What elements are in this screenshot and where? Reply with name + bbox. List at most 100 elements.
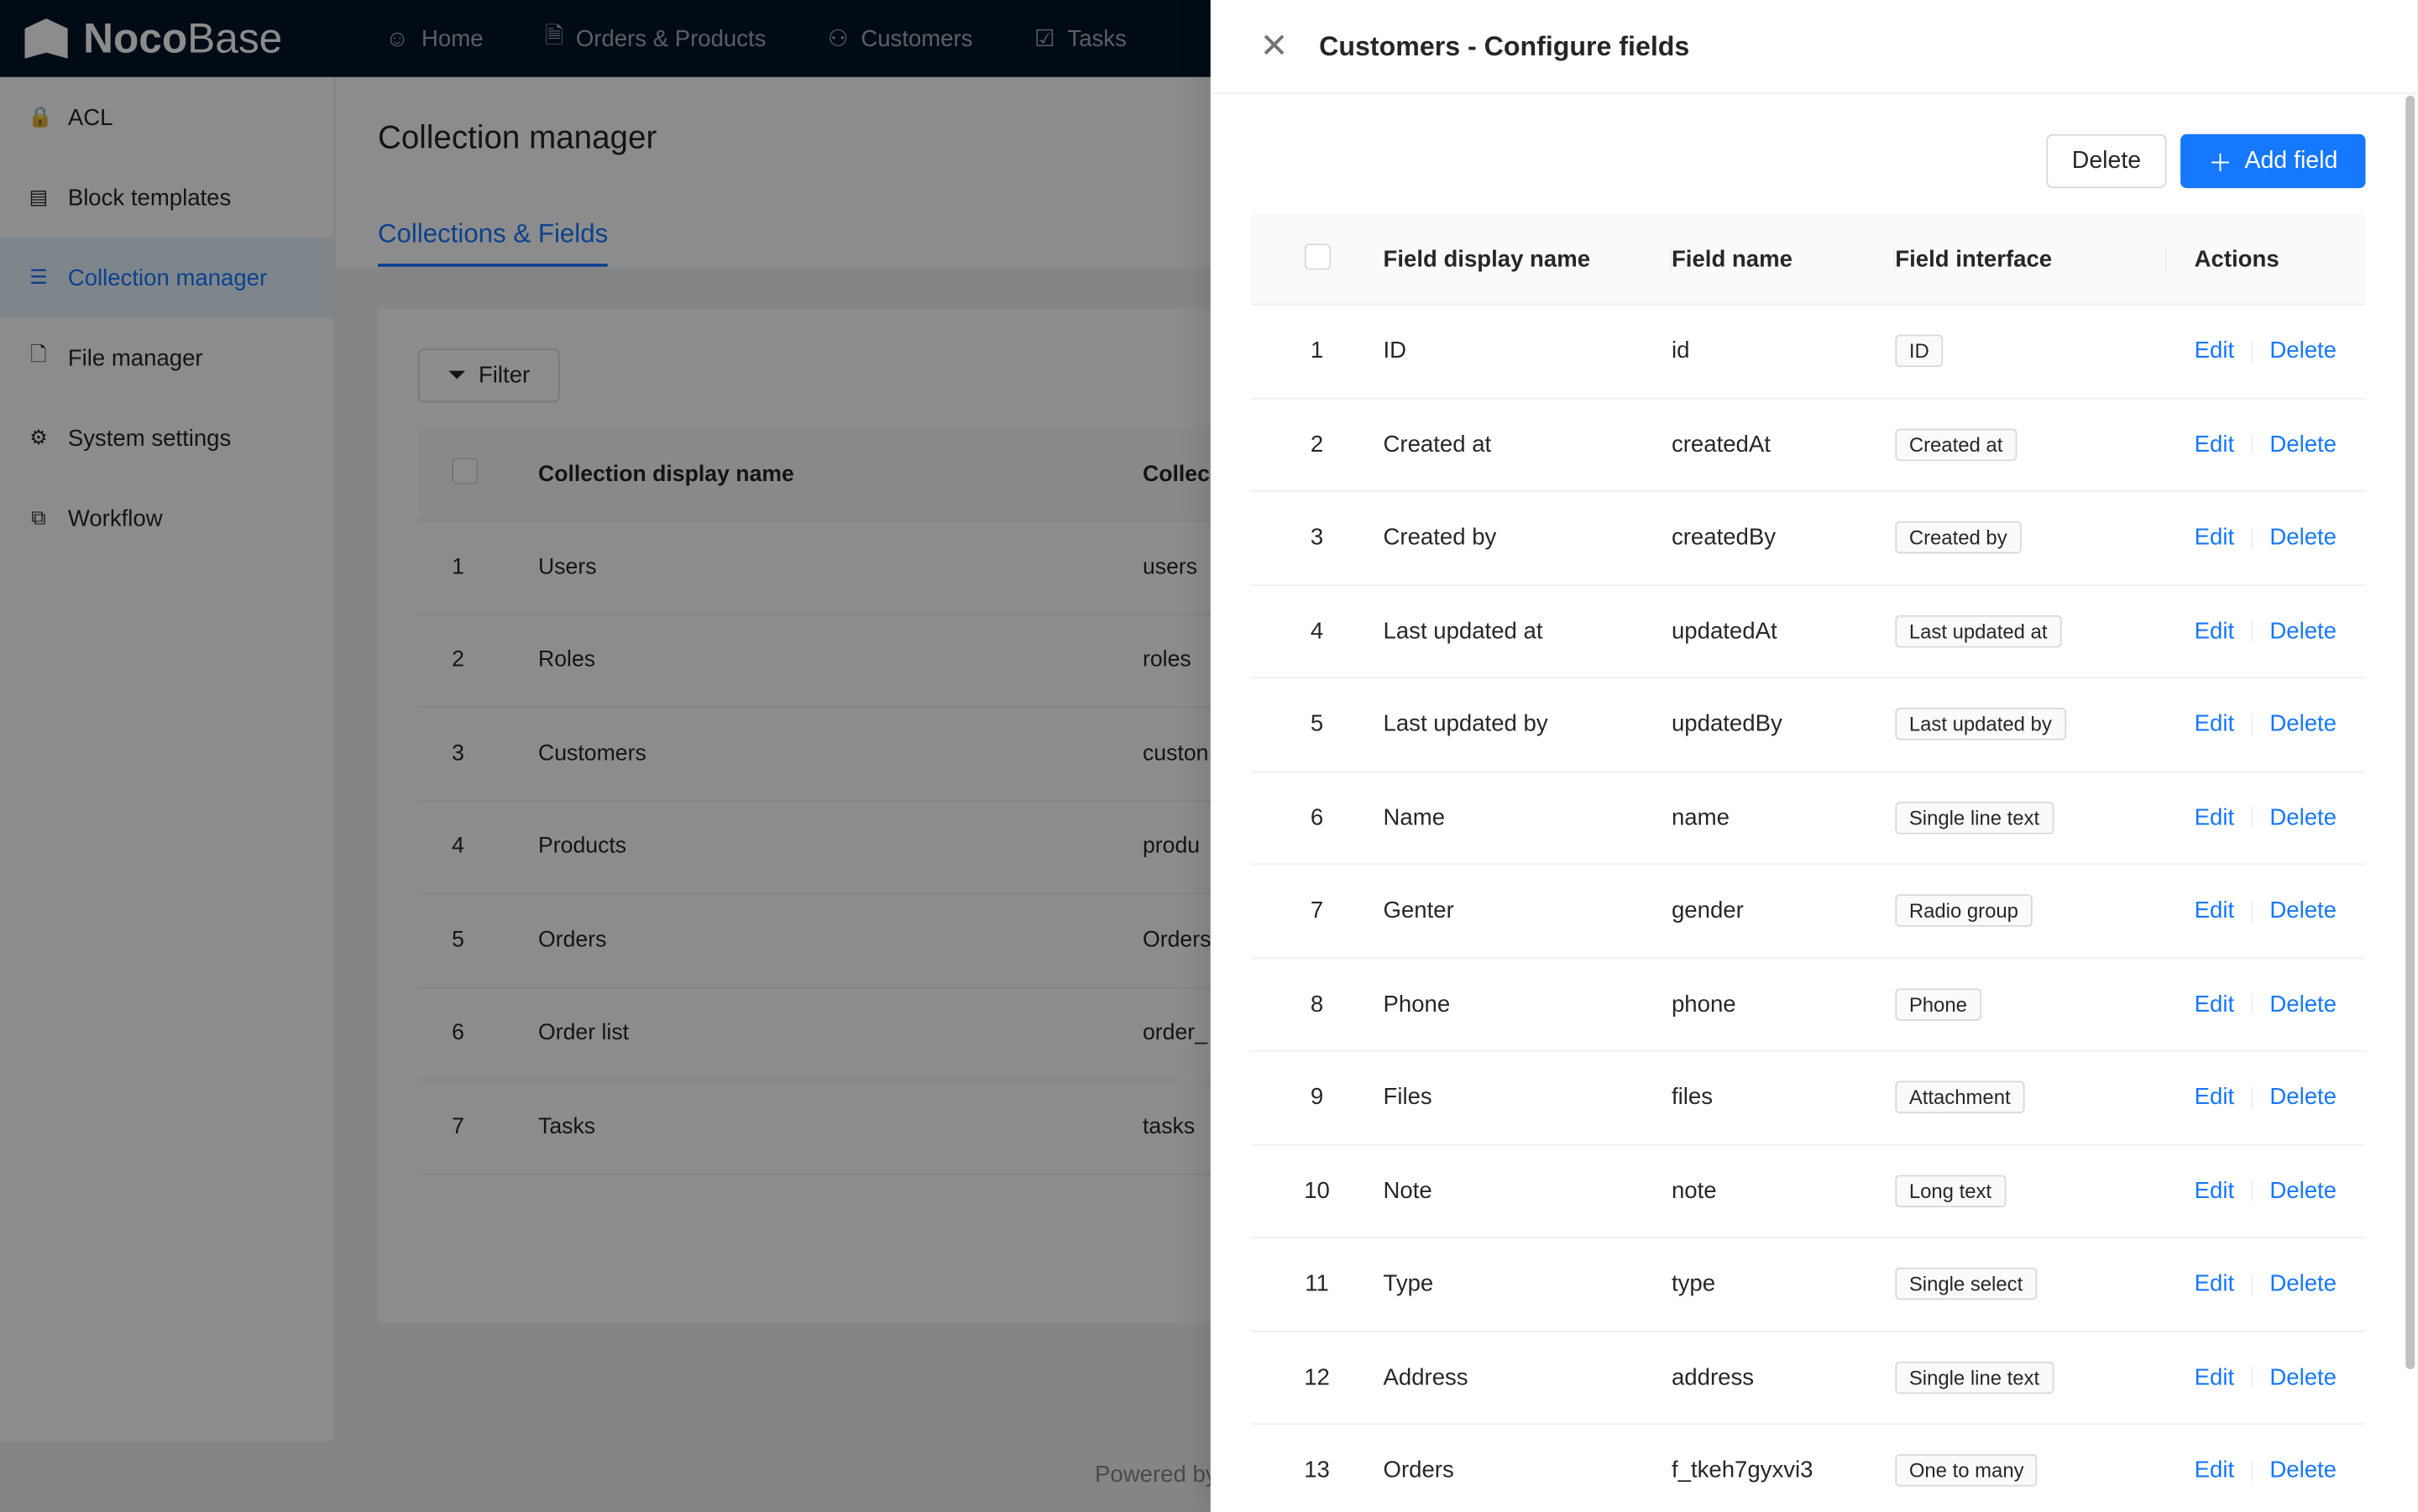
actions-cell: Edit Delete — [2167, 804, 2366, 830]
delete-link[interactable]: Delete — [2269, 1084, 2337, 1111]
action-divider — [2251, 1273, 2253, 1295]
edit-link[interactable]: Edit — [2194, 1270, 2235, 1298]
delete-link[interactable]: Delete — [2269, 337, 2337, 364]
field-name: files — [1671, 1084, 1713, 1111]
edit-link[interactable]: Edit — [2194, 711, 2235, 738]
logo[interactable]: Noco Base — [0, 14, 354, 62]
table-header: Field display name Field name Field interf… — [1250, 214, 2366, 306]
sidebar-item-system-settings[interactable]: ⚙ System settings — [0, 398, 333, 479]
edit-link[interactable]: Edit — [2194, 524, 2235, 552]
select-all-checkbox[interactable] — [452, 458, 479, 484]
field-interface-cell: Single line text — [1895, 1361, 2166, 1394]
sidebar-item-file-manager[interactable]: 🗋 File manager — [0, 317, 333, 398]
sidebar-item-block-templates[interactable]: ▤ Block templates — [0, 157, 333, 238]
nav-item-tasks[interactable]: ☑ Tasks — [1003, 19, 1157, 58]
field-name: updatedAt — [1671, 618, 1777, 645]
row-index: 7 — [1310, 897, 1324, 924]
fields-table: Field display name Field name Field interf… — [1250, 214, 2366, 1512]
delete-link[interactable]: Delete — [2269, 1270, 2337, 1298]
edit-link[interactable]: Edit — [2194, 804, 2235, 831]
edit-link[interactable]: Edit — [2194, 618, 2235, 645]
nav-item-customers[interactable]: ⚇ Customers — [797, 19, 1003, 58]
field-interface-tag: Last updated by — [1895, 708, 2066, 741]
top-nav: ☺ Home 🗎 Orders & Products ⚇ Customers ☑ Tasks — [354, 19, 1157, 58]
add-field-button[interactable]: ＋ Add field — [2180, 133, 2366, 189]
delete-link[interactable]: Delete — [2269, 804, 2337, 831]
add-field-label: Add field — [2244, 147, 2338, 174]
check-square-icon: ☑ — [1034, 26, 1055, 53]
delete-link[interactable]: Delete — [2269, 711, 2337, 738]
delete-link[interactable]: Delete — [2269, 991, 2337, 1018]
delete-link[interactable]: Delete — [2269, 524, 2337, 552]
table-row: 2 Created at createdAt Created at Edit Delete — [1250, 399, 2366, 492]
close-icon[interactable]: ✕ — [1259, 26, 1289, 65]
collection-name: Orders — [1142, 928, 1212, 953]
actions-cell: Edit Delete — [2167, 432, 2366, 458]
action-divider — [2251, 1180, 2253, 1202]
actions-cell: Edit Delete — [2167, 618, 2366, 644]
actions-cell: Edit Delete — [2167, 1085, 2366, 1111]
table-row: 11 Type type Single select Edit Delete — [1250, 1238, 2366, 1332]
row-index: 4 — [1310, 618, 1324, 645]
delete-link[interactable]: Delete — [2269, 431, 2337, 458]
sidebar-item-acl[interactable]: 🔒 ACL — [0, 77, 333, 158]
delete-button[interactable]: Delete — [2046, 133, 2167, 189]
collection-display-name: Tasks — [538, 1114, 596, 1139]
collection-display-name: Products — [538, 834, 627, 860]
sidebar-item-collection-manager[interactable]: ☰ Collection manager — [0, 237, 333, 318]
header-collection-name: Collec — [1142, 462, 1210, 487]
edit-link[interactable]: Edit — [2194, 1177, 2235, 1205]
nav-item-home[interactable]: ☺ Home — [354, 19, 514, 58]
delete-link[interactable]: Delete — [2269, 1177, 2337, 1205]
field-interface-cell: Radio group — [1895, 894, 2166, 928]
header-field-interface: Field interface — [1895, 245, 2167, 273]
row-index: 2 — [1310, 431, 1324, 458]
delete-link[interactable]: Delete — [2269, 1457, 2337, 1484]
edit-link[interactable]: Edit — [2194, 431, 2235, 458]
sidebar-item-workflow[interactable]: ⧉ Workflow — [0, 478, 333, 558]
action-divider — [2251, 807, 2253, 829]
sidebar-icon: ☰ — [29, 264, 48, 289]
header-field-name: Field name — [1672, 245, 1896, 273]
plus-icon: ＋ — [2208, 150, 2232, 177]
row-index: 4 — [452, 834, 464, 860]
nav-item-orders-products[interactable]: 🗎 Orders & Products — [514, 19, 797, 58]
row-index: 9 — [1310, 1084, 1324, 1111]
tab-collections-fields[interactable]: Collections & Fields — [377, 219, 609, 267]
edit-link[interactable]: Edit — [2194, 337, 2235, 364]
field-interface-tag: Long text — [1895, 1175, 2006, 1207]
table-row: 10 Note note Long text Edit Delete — [1250, 1145, 2366, 1238]
logo-text-light: Base — [187, 14, 283, 61]
field-display-name: Created at — [1383, 431, 1492, 458]
row-index: 3 — [1310, 524, 1324, 552]
scrollbar[interactable] — [2405, 95, 2415, 1369]
edit-link[interactable]: Edit — [2194, 897, 2235, 924]
field-display-name: Type — [1383, 1270, 1434, 1298]
field-interface-cell: Last updated at — [1895, 615, 2166, 647]
sidebar-item-label: Workflow — [67, 505, 163, 531]
sidebar-item-label: ACL — [67, 103, 113, 131]
collection-name: roles — [1142, 647, 1191, 673]
delete-link[interactable]: Delete — [2269, 1364, 2337, 1391]
collection-display-name: Customers — [538, 740, 646, 766]
field-interface-tag: Phone — [1895, 987, 1981, 1021]
field-interface-cell: Long text — [1895, 1175, 2166, 1207]
edit-link[interactable]: Edit — [2194, 991, 2235, 1018]
filter-icon: ⏷ — [447, 362, 467, 389]
edit-link[interactable]: Edit — [2194, 1457, 2235, 1484]
select-all-checkbox[interactable] — [1303, 243, 1331, 269]
edit-link[interactable]: Edit — [2194, 1364, 2235, 1391]
field-interface-tag: Attachment — [1895, 1080, 2025, 1114]
filter-button[interactable]: ⏷ Filter — [417, 348, 560, 403]
field-display-name: Orders — [1383, 1457, 1454, 1484]
edit-link[interactable]: Edit — [2194, 1084, 2235, 1111]
field-name: type — [1671, 1270, 1716, 1298]
field-display-name: Address — [1383, 1364, 1468, 1391]
field-name: createdBy — [1671, 524, 1777, 552]
delete-link[interactable]: Delete — [2269, 618, 2337, 645]
delete-link[interactable]: Delete — [2269, 897, 2337, 924]
collection-name: users — [1142, 554, 1198, 580]
header-actions: Actions — [2194, 245, 2279, 273]
drawer-title: Customers - Configure fields — [1319, 29, 1690, 61]
field-name: name — [1671, 804, 1730, 831]
